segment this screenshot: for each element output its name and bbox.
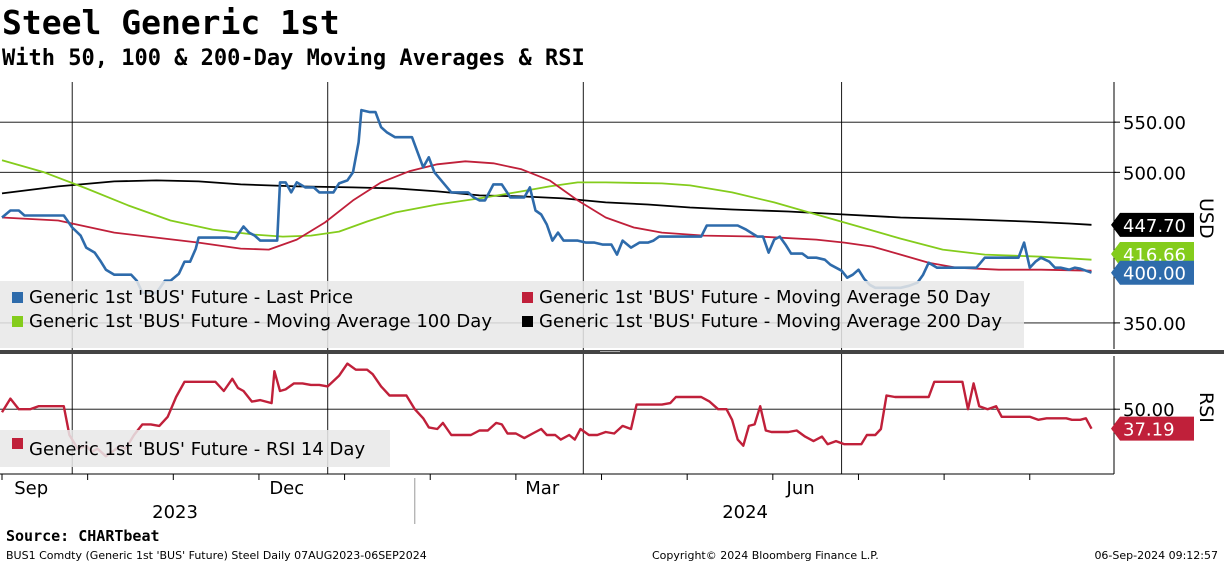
last-value-ma200: 447.70 (1111, 212, 1194, 237)
legend-swatch-ma50 (522, 292, 533, 303)
rsi-ytick-label: 50.00 (1123, 400, 1175, 421)
series-line-last_price (1, 108, 1092, 295)
last-value-price-shape (1111, 260, 1194, 285)
legend-swatch-ma200 (522, 316, 533, 327)
legend-label-ma50: Generic 1st 'BUS' Future - Moving Averag… (539, 287, 991, 308)
year-label: 2024 (722, 502, 768, 523)
ticker-info: BUS1 Comdty (Generic 1st 'BUS' Future) S… (6, 549, 427, 562)
last-value-ma200-shape (1111, 212, 1194, 237)
price-ytick-label: 500.00 (1123, 163, 1186, 184)
series-line-ma50 (1, 160, 1092, 272)
last-value-ma200-label: 447.70 (1123, 216, 1186, 237)
last-value-rsi: 37.19 (1111, 416, 1194, 441)
price-legend (0, 281, 1024, 348)
price-ytick-label: 550.00 (1123, 113, 1186, 134)
chart-subtitle: With 50, 100 & 200-Day Moving Averages &… (2, 46, 585, 71)
legend-label-rsi: Generic 1st 'BUS' Future - RSI 14 Day (29, 439, 365, 460)
last-value-ma100-shape (1111, 241, 1194, 266)
last-value-rsi-shape (1111, 416, 1194, 441)
rsi-axis-title: RSI (1195, 392, 1217, 423)
year-label: 2023 (152, 502, 198, 523)
timestamp: 06-Sep-2024 09:12:57 (1094, 549, 1218, 562)
series-line-ma200 (1, 179, 1092, 226)
last-value-price: 400.00 (1111, 260, 1194, 285)
series-line-rsi (0, 362, 1093, 458)
last-value-price-label: 400.00 (1123, 264, 1186, 285)
legend-swatch-last_price (12, 292, 23, 303)
x-tick-label: Mar (525, 478, 560, 499)
legend-swatch-rsi (12, 438, 23, 449)
copyright: Copyright© 2024 Bloomberg Finance L.P. (652, 549, 879, 562)
x-tick-label: Sep (14, 478, 48, 499)
x-tick-label: Dec (269, 478, 304, 499)
rsi-legend (0, 430, 390, 467)
price-ytick-label: 350.00 (1123, 314, 1186, 335)
source-label: Source: CHARTbeat (6, 527, 160, 545)
legend-label-last_price: Generic 1st 'BUS' Future - Last Price (29, 287, 353, 308)
last-value-rsi-label: 37.19 (1123, 420, 1175, 441)
x-tick-label: Jun (786, 478, 815, 499)
chart-title: Steel Generic 1st (2, 3, 340, 42)
legend-label-ma200: Generic 1st 'BUS' Future - Moving Averag… (539, 311, 1002, 332)
legend-swatch-ma100 (12, 316, 23, 327)
price-axis-title: USD (1195, 198, 1217, 239)
series-line-ma100 (1, 159, 1092, 261)
legend-label-ma100: Generic 1st 'BUS' Future - Moving Averag… (29, 311, 492, 332)
